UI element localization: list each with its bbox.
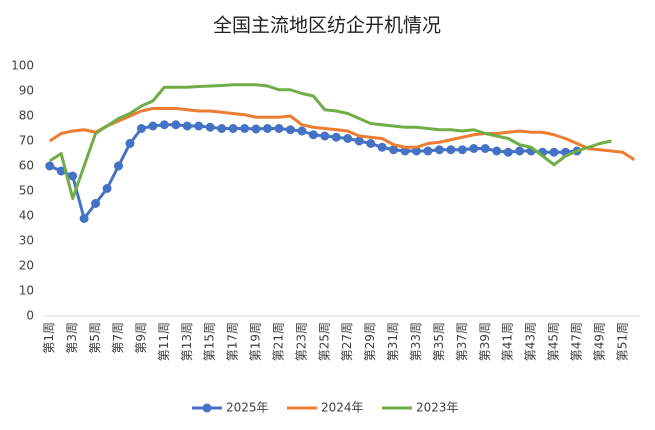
y-tick-label: 90: [19, 84, 34, 98]
x-tick-label: 第29周: [363, 322, 377, 361]
series-marker: [549, 147, 559, 157]
series-line: [48, 107, 636, 162]
x-tick-label: 第21周: [271, 322, 285, 361]
y-tick-label: 80: [19, 109, 34, 123]
x-tick-label: 第51周: [615, 322, 629, 361]
series-marker: [114, 161, 123, 171]
series-marker: [68, 171, 78, 181]
x-tick-label: 第5周: [88, 322, 102, 354]
series-marker: [56, 166, 66, 176]
x-tick-label: 第35周: [432, 322, 446, 361]
series-marker: [182, 121, 192, 131]
legend-marker: [202, 403, 212, 413]
series-marker: [434, 145, 444, 155]
y-tick-label: 30: [19, 234, 34, 248]
x-tick-label: 第27周: [340, 322, 354, 361]
chart-title: 全国主流地区纺企开机情况: [213, 15, 441, 37]
y-tick-label: 40: [19, 209, 34, 223]
x-tick-label: 第1周: [42, 322, 56, 354]
series-marker: [354, 136, 364, 146]
series-marker: [274, 124, 284, 133]
series-line: [48, 83, 612, 200]
series-marker: [469, 144, 479, 153]
y-tick-label: 100: [11, 59, 34, 73]
x-tick-label: 第13周: [180, 322, 194, 361]
series-marker: [331, 132, 341, 142]
series-marker: [205, 122, 215, 132]
legend-label: 2024年: [321, 401, 364, 415]
series-marker: [263, 124, 272, 133]
y-tick-label: 20: [19, 259, 34, 273]
series-marker: [377, 142, 387, 152]
series-marker: [297, 126, 307, 136]
series-marker: [45, 161, 55, 171]
series-marker: [366, 139, 376, 148]
x-tick-label: 第25周: [317, 322, 331, 361]
x-tick-label: 第43周: [524, 322, 538, 361]
series-marker: [79, 214, 89, 223]
x-tick-label: 第47周: [569, 322, 583, 361]
series-marker: [423, 146, 433, 156]
series-marker: [148, 121, 158, 131]
y-tick-label: 60: [19, 159, 34, 173]
series-marker: [446, 145, 456, 155]
legend-label: 2025年: [226, 401, 269, 415]
x-tick-label: 第37周: [455, 322, 469, 361]
series-marker: [457, 145, 467, 155]
series-marker: [102, 184, 112, 193]
x-tick-label: 第15周: [203, 322, 217, 361]
series-marker: [240, 124, 250, 133]
x-tick-label: 第3周: [65, 322, 79, 354]
series-marker: [171, 120, 181, 130]
series-marker: [136, 124, 146, 133]
series-marker: [389, 145, 399, 155]
x-tick-label: 第17周: [226, 322, 240, 361]
legend-label: 2023年: [416, 401, 459, 415]
series-marker: [251, 124, 261, 134]
y-tick-label: 50: [19, 184, 34, 198]
x-tick-label: 第49周: [592, 322, 606, 361]
x-tick-label: 第45周: [547, 322, 561, 361]
series-marker: [159, 120, 169, 130]
x-tick-label: 第39周: [478, 322, 492, 361]
x-tick-label: 第19周: [249, 322, 263, 361]
series-marker: [91, 199, 101, 208]
x-tick-label: 第41周: [501, 322, 515, 361]
x-tick-label: 第31周: [386, 322, 400, 361]
series-marker: [194, 121, 204, 131]
series-marker: [343, 134, 353, 143]
series-marker: [492, 146, 502, 156]
series-marker: [320, 131, 330, 141]
y-tick-label: 0: [26, 309, 34, 323]
series-marker: [515, 146, 525, 156]
series-marker: [503, 147, 513, 157]
y-tick-label: 70: [19, 134, 34, 148]
x-tick-label: 第11周: [157, 322, 171, 361]
series-marker: [285, 125, 295, 135]
series-marker: [217, 124, 227, 133]
x-tick-label: 第23周: [294, 322, 308, 361]
series-marker: [308, 130, 318, 140]
x-tick-label: 第7周: [111, 322, 125, 354]
y-tick-label: 10: [19, 284, 34, 298]
series-marker: [228, 124, 238, 133]
series-marker: [125, 139, 135, 148]
x-tick-label: 第9周: [134, 322, 148, 354]
series-marker: [480, 144, 490, 153]
x-tick-label: 第33周: [409, 322, 423, 361]
